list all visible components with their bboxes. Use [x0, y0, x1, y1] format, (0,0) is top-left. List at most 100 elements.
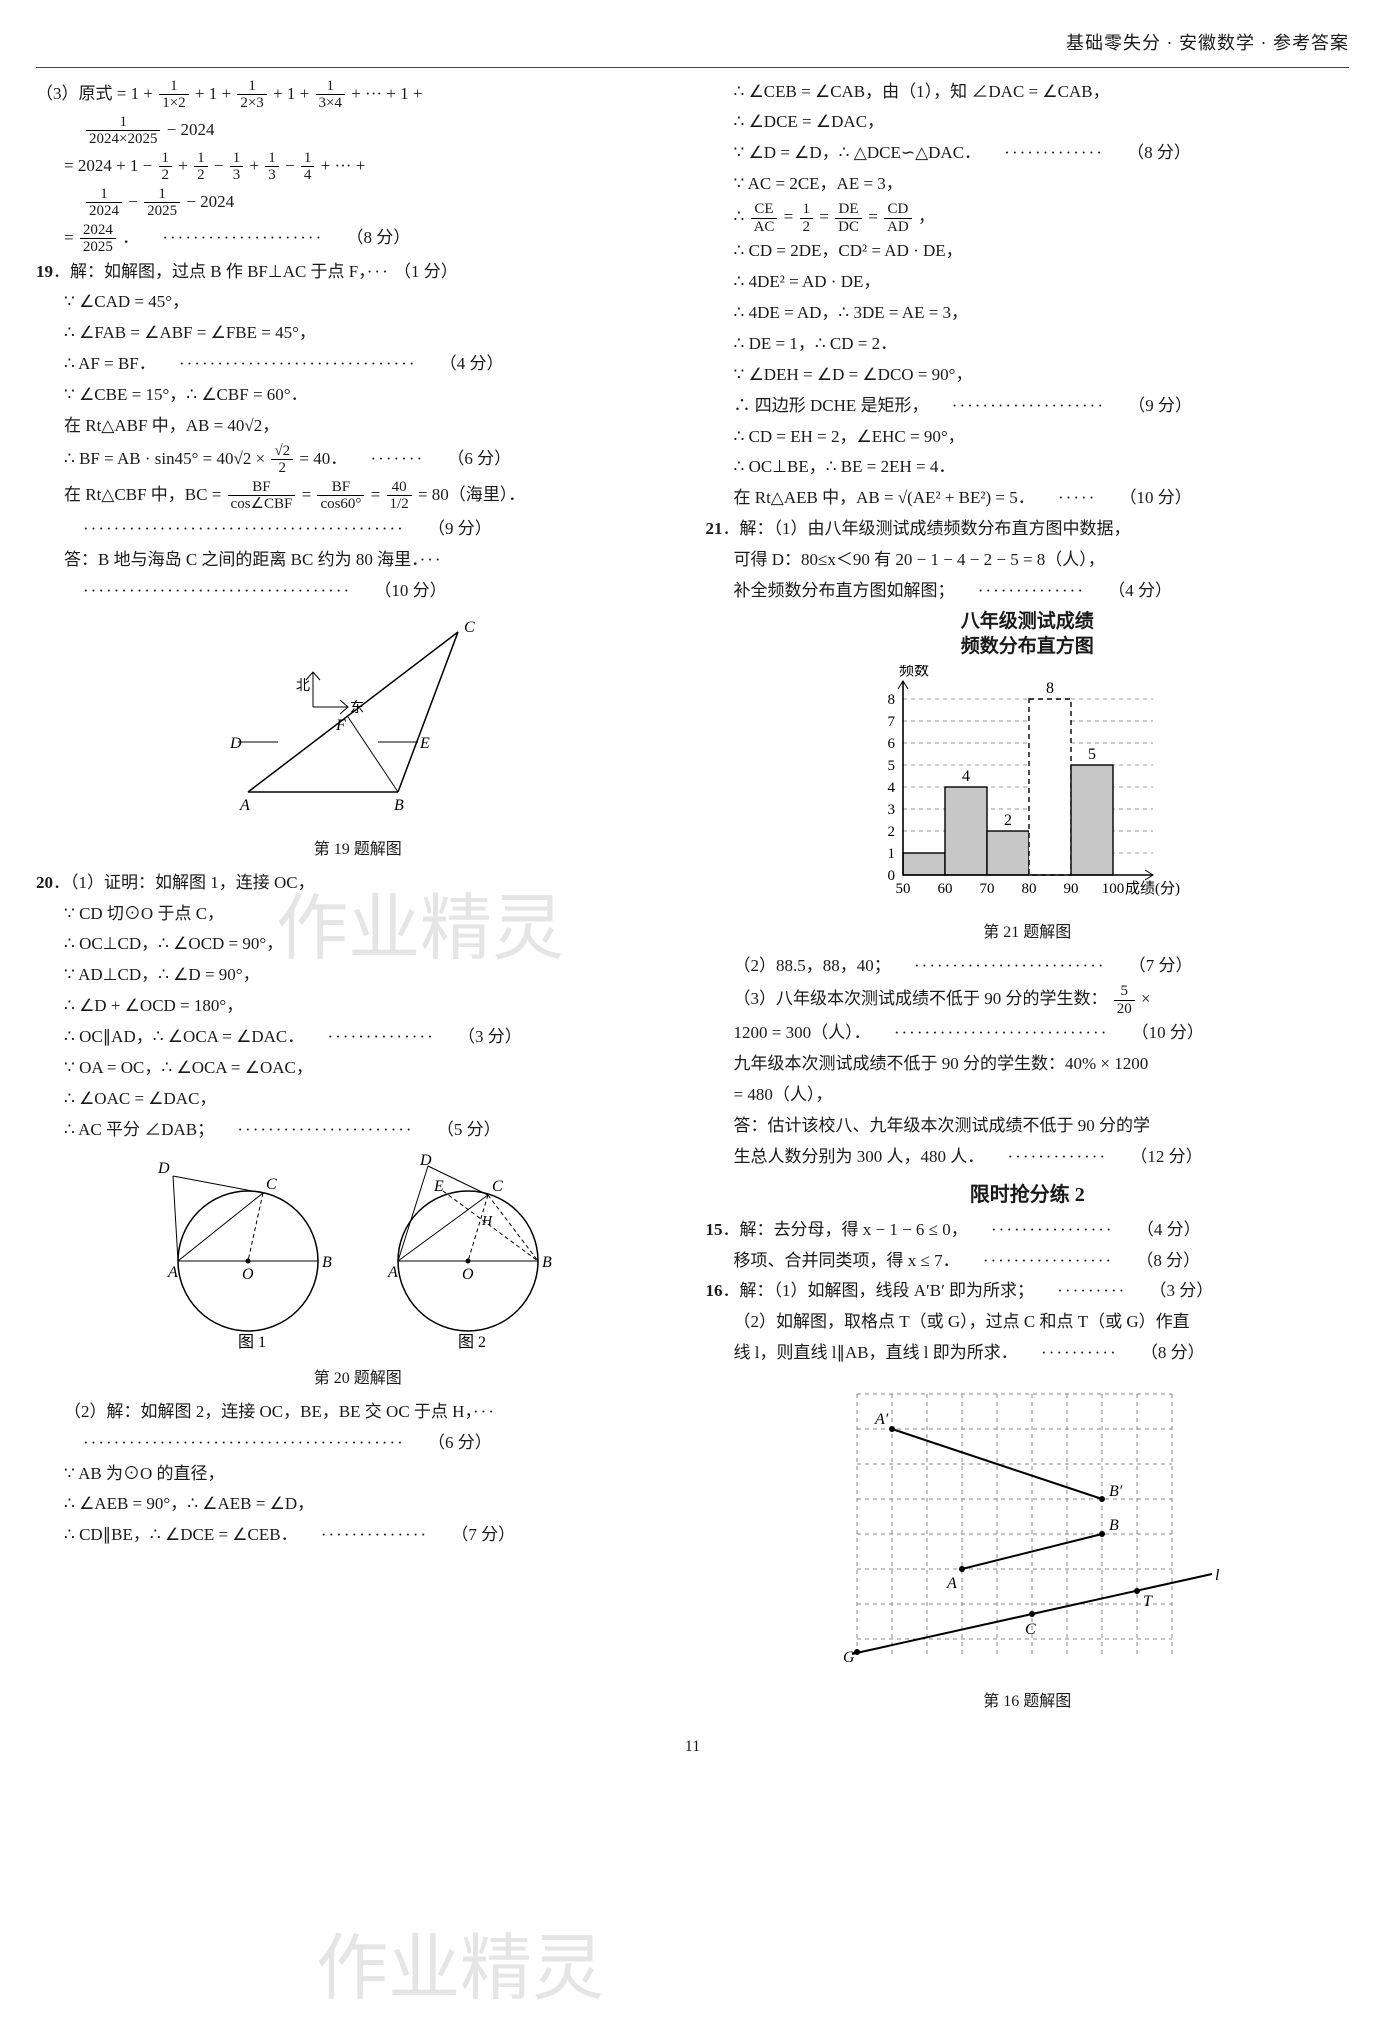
histogram-icon: 12345678042855060708090100成绩(分)频数	[847, 665, 1207, 905]
text: 线 l，则直线 l∥AB，直线 l 即为所求．	[734, 1343, 1018, 1362]
r-l12: ∴ CD = EH = 2，∠EHC = 90°，	[734, 423, 1350, 452]
r-l5: ∴ CEAC = 12 = DEDC = CDAD ，	[734, 201, 1350, 235]
leader-dots: ·························	[895, 956, 1125, 975]
text: − 2024	[186, 192, 234, 211]
leader-dots: ··············	[308, 1027, 453, 1046]
leader-dots: ·····	[1039, 488, 1115, 507]
q3-line3: = 2024 + 1 − 12 + 12 − 13 + 13 − 14 + ··…	[64, 150, 680, 184]
figure-21-chart: 12345678042855060708090100成绩(分)频数	[706, 665, 1350, 915]
chart-title: 八年级测试成绩 频数分布直方图	[706, 610, 1350, 659]
fraction: CEAC	[751, 201, 778, 235]
text: 生总人数分别为 300 人，480 人．	[734, 1147, 985, 1166]
score: （10 分）	[1120, 488, 1192, 507]
r-l6: ∴ CD = 2DE，CD² = AD · DE，	[734, 237, 1350, 266]
score: （1 分）	[394, 262, 458, 281]
left-column: （3）原式 = 1 + 11×2 + 1 + 12×3 + 1 + 13×4 +…	[36, 78, 680, 1722]
svg-text:A′: A′	[874, 1411, 889, 1428]
svg-text:4: 4	[962, 768, 970, 785]
leader-dots: ··········	[1022, 1343, 1137, 1362]
figure-19: 北 东 C D E F A B	[36, 612, 680, 832]
score: （10 分）	[374, 581, 446, 600]
fraction: 12024	[86, 186, 122, 220]
leader-dots: ···	[420, 550, 443, 569]
q20-line5: ∴ OC∥AD，∴ ∠OCA = ∠DAC． ·············· （3…	[64, 1023, 680, 1052]
question-number: 20	[36, 873, 53, 892]
question-number: 21	[706, 519, 723, 538]
svg-text:E: E	[433, 1178, 444, 1195]
leader-dots: ········································…	[64, 519, 424, 538]
score: （4 分）	[440, 354, 504, 373]
chart-title-1: 八年级测试成绩	[706, 610, 1350, 635]
leader-dots: ·······	[352, 449, 444, 468]
fraction: 520	[1114, 983, 1135, 1017]
fraction: BFcos60°	[317, 479, 364, 513]
fraction: 12	[159, 150, 173, 184]
text: + ··· + 1 +	[351, 84, 422, 103]
score: （8 分）	[1141, 1343, 1205, 1362]
svg-text:6: 6	[888, 736, 896, 752]
q3-line2: 12024×2025 − 2024	[84, 114, 680, 148]
r-l14: 在 Rt△AEB 中，AB = √(AE² + BE²) = 5． ····· …	[734, 484, 1350, 513]
figure-20-caption: 第 20 题解图	[36, 1365, 680, 1392]
svg-text:5: 5	[888, 758, 896, 774]
text: ．	[122, 228, 139, 247]
fraction: 13×4	[316, 78, 345, 112]
q20b-lead: （2）解：如解图 2，连接 OC，BE，BE 交 OC 于点 H，···	[64, 1398, 680, 1427]
text: 在 Rt△AEB 中，AB = √(AE² + BE²) = 5．	[734, 488, 1035, 507]
question-number: 19	[36, 262, 53, 281]
text: ∴	[734, 207, 745, 226]
svg-text:D: D	[229, 735, 242, 752]
r-l8: ∴ 4DE = AD，∴ 3DE = AE = 3，	[734, 299, 1350, 328]
text: 1200 = 300（人）．	[734, 1023, 871, 1042]
leader-dots: ····················	[933, 396, 1124, 415]
q21-lead: 21．解：（1）由八年级测试成绩频数分布直方图中数据，	[706, 515, 1350, 544]
text: =	[784, 207, 794, 226]
triangle-diagram-icon: 北 东 C D E F A B	[218, 612, 498, 822]
fraction: 13	[230, 150, 244, 184]
q3-line5: = 20242025 ． ····················· （8 分）	[64, 222, 680, 256]
text: ．解：去分母，得 x − 1 − 6 ≤ 0，	[723, 1220, 968, 1239]
q21-l8: 答：估计该校八、九年级本次测试成绩不低于 90 分的学	[734, 1112, 1350, 1141]
q20b-l3: ∴ CD∥BE，∴ ∠DCE = ∠CEB． ·············· （7…	[64, 1521, 680, 1550]
svg-text:B: B	[394, 797, 404, 814]
score: （7 分）	[1129, 956, 1193, 975]
leader-dots: ·········	[1038, 1281, 1145, 1300]
text: =	[64, 228, 74, 247]
leader-dots: ··············	[959, 581, 1104, 600]
text: ∵ ∠D = ∠D，∴ △DCE∽△DAC．	[734, 143, 982, 162]
score: （6 分）	[428, 1433, 492, 1452]
svg-text:图 2: 图 2	[458, 1334, 486, 1351]
figure-16: A′ B′ A B G C T l	[706, 1374, 1350, 1684]
leader-dots: ··············	[302, 1525, 447, 1544]
svg-text:70: 70	[980, 881, 995, 897]
q3-line4: 12024 − 12025 − 2024	[84, 186, 680, 220]
fraction: 13	[265, 150, 279, 184]
score: （7 分）	[451, 1525, 515, 1544]
svg-text:50: 50	[896, 881, 911, 897]
score: （12 分）	[1130, 1147, 1202, 1166]
leader-dots: ···	[367, 262, 390, 281]
svg-text:2: 2	[888, 824, 896, 840]
q16-l3: 线 l，则直线 l∥AB，直线 l 即为所求． ·········· （8 分）	[734, 1339, 1350, 1368]
svg-text:E: E	[419, 735, 430, 752]
text: 在 Rt△CBF 中，BC =	[64, 485, 221, 504]
q21-l5: 1200 = 300（人）． ·························…	[734, 1019, 1350, 1048]
text: 移项、合并同类项，得 x ≤ 7．	[734, 1251, 960, 1270]
svg-text:成绩(分): 成绩(分)	[1125, 880, 1180, 897]
text: （3）原式 = 1 +	[36, 84, 153, 103]
q19-line1: 19．解：如解图，过点 B 作 BF⊥AC 于点 F，··· （1 分）	[36, 258, 680, 287]
leader-dots: ·············	[985, 143, 1123, 162]
fraction: 12024×2025	[86, 114, 160, 148]
question-number: 15	[706, 1220, 723, 1239]
svg-text:O: O	[242, 1266, 254, 1283]
svg-text:80: 80	[1022, 881, 1037, 897]
fraction: 11×2	[159, 78, 188, 112]
q20-line6: ∵ OA = OC，∴ ∠OCA = ∠OAC，	[64, 1054, 680, 1083]
q19-line8: 在 Rt△CBF 中，BC = BFcos∠CBF = BFcos60° = 4…	[64, 479, 680, 513]
svg-text:C: C	[464, 619, 475, 636]
r-l3: ∵ ∠D = ∠D，∴ △DCE∽△DAC． ············· （8 …	[734, 139, 1350, 168]
leader-dots: ···································	[64, 581, 370, 600]
svg-text:1: 1	[888, 846, 896, 862]
svg-text:T: T	[1143, 1593, 1153, 1610]
page-number: 11	[36, 1733, 1349, 1760]
